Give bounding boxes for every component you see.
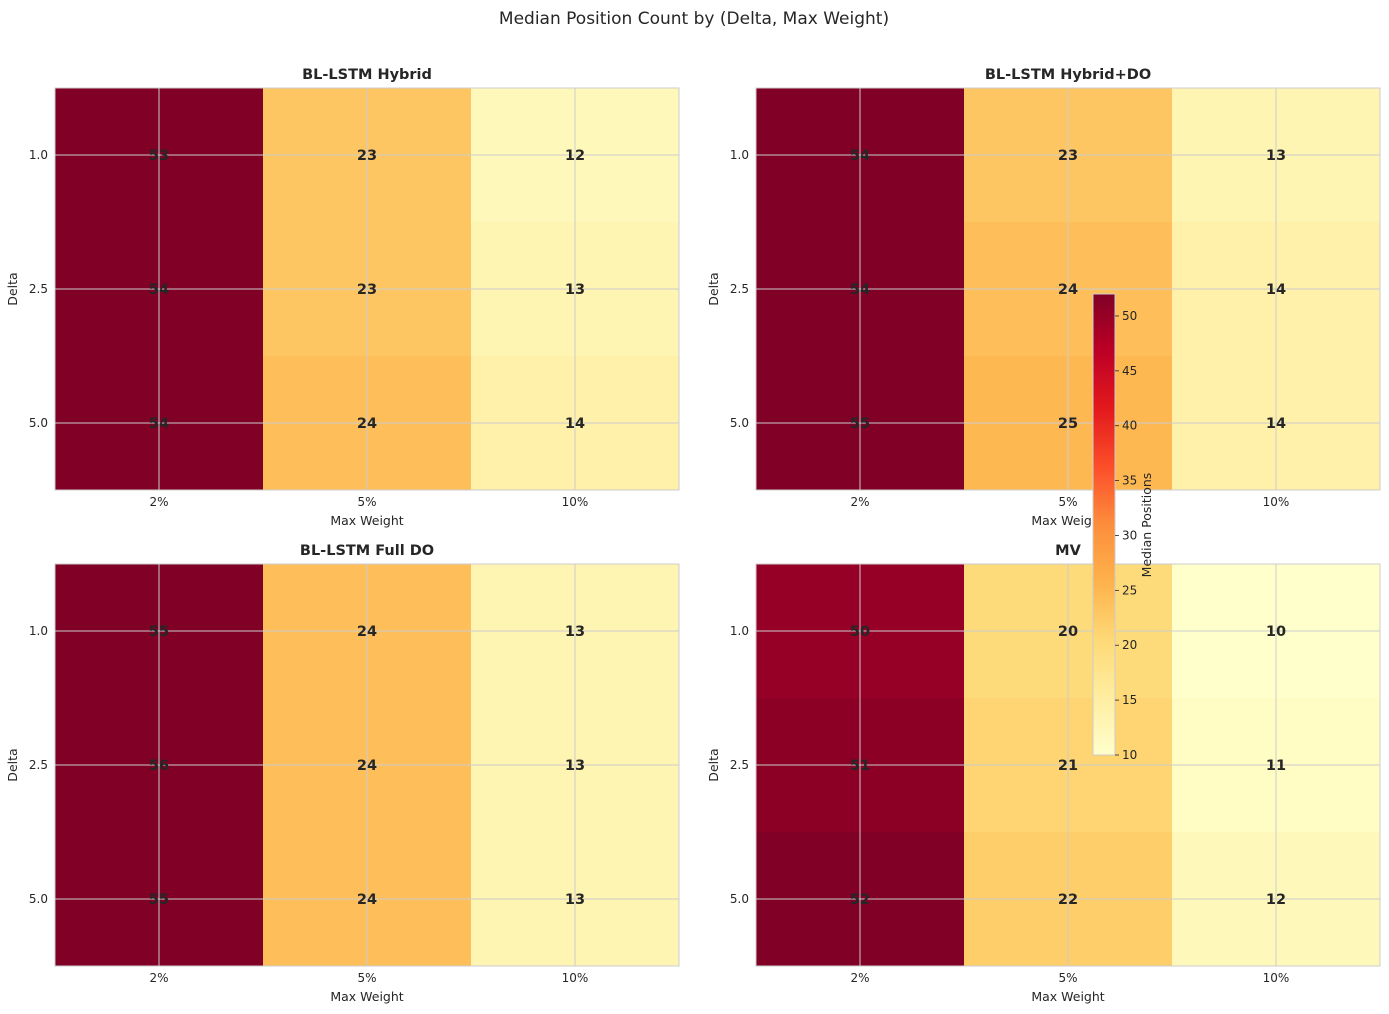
colorbar-gradient xyxy=(1092,293,1116,756)
heatmap-panel: 55 24 13 56 24 13 55 24 13 BL-LSTM Full DO 2% 5% 10%… xyxy=(5,543,680,1004)
cell-value-label: 13 xyxy=(565,282,585,298)
cell-value-label: 11 xyxy=(1266,758,1286,774)
cell-value-label: 54 xyxy=(850,282,870,298)
x-tick-label: 10% xyxy=(1263,971,1290,985)
heatmap-panel: 50 20 10 51 21 11 52 22 12 MV 2% 5% 10% 1.0 2.5 5.0 Max … xyxy=(706,543,1381,1004)
panel-title: BL-LSTM Full DO xyxy=(300,543,434,559)
x-axis-label: Max Weight xyxy=(330,513,403,528)
x-axis-label: Max Weight xyxy=(1031,989,1104,1004)
cell-value-label: 14 xyxy=(1266,416,1286,432)
y-tick-label: 5.0 xyxy=(29,892,48,906)
heatmap-panel: 54 23 13 54 24 14 55 25 14 BL-LSTM Hybrid+DO 2% 5% 1… xyxy=(706,67,1381,528)
cell-value-label: 50 xyxy=(850,624,870,640)
colorbar-tick-label: 10 xyxy=(1122,748,1137,762)
cell-value-label: 25 xyxy=(1058,416,1078,432)
x-tick-label: 2% xyxy=(149,971,168,985)
x-tick-label: 2% xyxy=(850,495,869,509)
panel-title: BL-LSTM Hybrid xyxy=(302,67,432,83)
colorbar-ticks: 10 15 20 25 30 35 40 45 50 xyxy=(1115,309,1137,762)
plot-frame xyxy=(755,87,1381,491)
y-axis-label: Delta xyxy=(706,272,721,305)
cell-value-label: 13 xyxy=(565,758,585,774)
cell-value-label: 21 xyxy=(1058,758,1078,774)
panel-title: BL-LSTM Hybrid+DO xyxy=(985,67,1151,83)
y-tick-label: 2.5 xyxy=(730,282,749,296)
cell-value-label: 56 xyxy=(149,758,169,774)
colorbar-tick-label: 20 xyxy=(1122,638,1137,652)
heatmap-panel: 53 23 12 54 23 13 54 24 14 BL-LSTM Hybrid 2% 5% 10% 1… xyxy=(5,67,680,528)
cell-value-label: 52 xyxy=(850,892,870,908)
plot-frame xyxy=(54,87,680,491)
cell-value-label: 13 xyxy=(565,892,585,908)
x-tick-label: 2% xyxy=(850,971,869,985)
colorbar-tick-label: 50 xyxy=(1122,309,1137,323)
y-axis-label: Delta xyxy=(5,748,20,781)
cell-value-label: 54 xyxy=(149,282,169,298)
y-axis-label: Delta xyxy=(5,272,20,305)
y-tick-label: 2.5 xyxy=(730,758,749,772)
y-tick-label: 1.0 xyxy=(730,624,749,638)
panel-title: MV xyxy=(1055,543,1081,559)
x-tick-label: 5% xyxy=(357,495,376,509)
x-axis-label: Max Weight xyxy=(1031,513,1104,528)
cell-value-label: 14 xyxy=(565,416,585,432)
x-tick-label: 10% xyxy=(1263,495,1290,509)
x-tick-label: 10% xyxy=(562,495,589,509)
plot-frame xyxy=(54,563,680,967)
cell-value-label: 13 xyxy=(565,624,585,640)
cell-value-label: 12 xyxy=(565,148,585,164)
cell-value-label: 24 xyxy=(357,758,377,774)
y-tick-label: 2.5 xyxy=(29,758,48,772)
cell-value-label: 23 xyxy=(357,148,377,164)
cell-value-label: 53 xyxy=(149,148,169,164)
colorbar-tick-label: 40 xyxy=(1122,419,1137,433)
x-tick-label: 5% xyxy=(1058,971,1077,985)
cell-value-label: 23 xyxy=(1058,148,1078,164)
x-tick-label: 5% xyxy=(1058,495,1077,509)
colorbar-tick-label: 15 xyxy=(1122,693,1137,707)
colorbar-tick-label: 25 xyxy=(1122,583,1137,597)
y-tick-label: 5.0 xyxy=(730,416,749,430)
colorbar: 10 15 20 25 30 35 40 45 50 Median Positions xyxy=(1092,293,1154,762)
cell-value-label: 55 xyxy=(149,892,169,908)
x-axis-label: Max Weight xyxy=(330,989,403,1004)
cell-value-label: 55 xyxy=(850,416,870,432)
y-tick-label: 5.0 xyxy=(730,892,749,906)
heatmap-panels: 53 23 12 54 23 13 54 24 14 BL-LSTM Hybrid 2% 5% 10% 1… xyxy=(5,67,1381,1004)
colorbar-tick-label: 30 xyxy=(1122,528,1137,542)
y-tick-label: 2.5 xyxy=(29,282,48,296)
x-tick-label: 2% xyxy=(149,495,168,509)
cell-value-label: 14 xyxy=(1266,282,1286,298)
cell-value-label: 23 xyxy=(357,282,377,298)
cell-value-label: 54 xyxy=(850,148,870,164)
y-tick-label: 1.0 xyxy=(29,148,48,162)
y-axis-label: Delta xyxy=(706,748,721,781)
figure-title: Median Position Count by (Delta, Max Wei… xyxy=(499,9,889,29)
cell-value-label: 12 xyxy=(1266,892,1286,908)
y-tick-label: 1.0 xyxy=(730,148,749,162)
y-tick-label: 1.0 xyxy=(29,624,48,638)
colorbar-tick-label: 35 xyxy=(1122,474,1137,488)
colorbar-tick-label: 45 xyxy=(1122,364,1137,378)
cell-value-label: 22 xyxy=(1058,892,1078,908)
cell-value-label: 13 xyxy=(1266,148,1286,164)
cell-value-label: 24 xyxy=(357,416,377,432)
y-tick-label: 5.0 xyxy=(29,416,48,430)
cell-value-label: 24 xyxy=(357,624,377,640)
plot-frame xyxy=(755,563,1381,967)
x-tick-label: 10% xyxy=(562,971,589,985)
cell-value-label: 20 xyxy=(1058,624,1078,640)
cell-value-label: 24 xyxy=(1058,282,1078,298)
colorbar-label: Median Positions xyxy=(1139,473,1154,578)
cell-value-label: 51 xyxy=(850,758,870,774)
cell-value-label: 55 xyxy=(149,624,169,640)
x-tick-label: 5% xyxy=(357,971,376,985)
cell-value-label: 54 xyxy=(149,416,169,432)
cell-value-label: 10 xyxy=(1266,624,1286,640)
cell-value-label: 24 xyxy=(357,892,377,908)
